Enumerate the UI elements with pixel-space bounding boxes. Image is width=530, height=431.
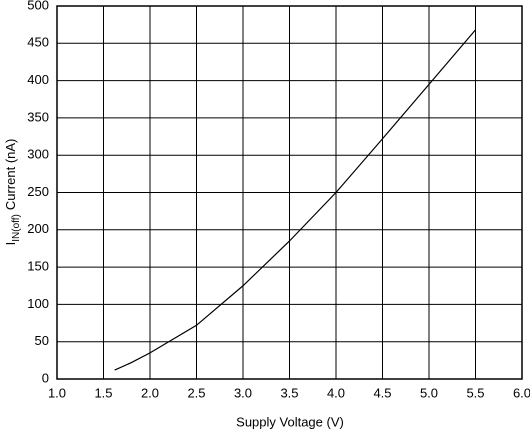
y-tick-label: 100 [27,296,49,311]
x-tick-label: 5.0 [420,385,438,400]
y-tick-label: 50 [35,333,49,348]
y-tick-label: 200 [27,221,49,236]
y-axis-text: Current (nA) [3,139,18,211]
y-axis-title: IIN(off) Current (nA) [3,139,21,246]
x-tick-label: 5.5 [466,385,484,400]
y-tick-label: 450 [27,35,49,50]
x-tick-label: 2.5 [187,385,205,400]
x-tick-label: 1.5 [94,385,112,400]
y-tick-label: 250 [27,184,49,199]
x-tick-label: 4.5 [373,385,391,400]
x-tick-label: 4.0 [327,385,345,400]
y-tick-label: 350 [27,109,49,124]
plot-frame [56,5,523,380]
y-tick-label: 500 [27,0,49,12]
x-tick-label: 3.0 [234,385,252,400]
x-tick-label: 2.0 [141,385,159,400]
y-tick-label: 300 [27,147,49,162]
data-line [114,29,476,371]
y-axis-subscript: IN(off) [11,214,22,242]
y-tick-label: 150 [27,259,49,274]
y-tick-label: 0 [42,370,49,385]
x-tick-label: 6.0 [513,385,530,400]
y-tick-label: 400 [27,72,49,87]
y-axis-symbol: I [3,242,18,246]
x-tick-label: 3.5 [280,385,298,400]
x-tick-label: 1.0 [48,385,66,400]
x-axis-title: Supply Voltage (V) [236,414,344,429]
